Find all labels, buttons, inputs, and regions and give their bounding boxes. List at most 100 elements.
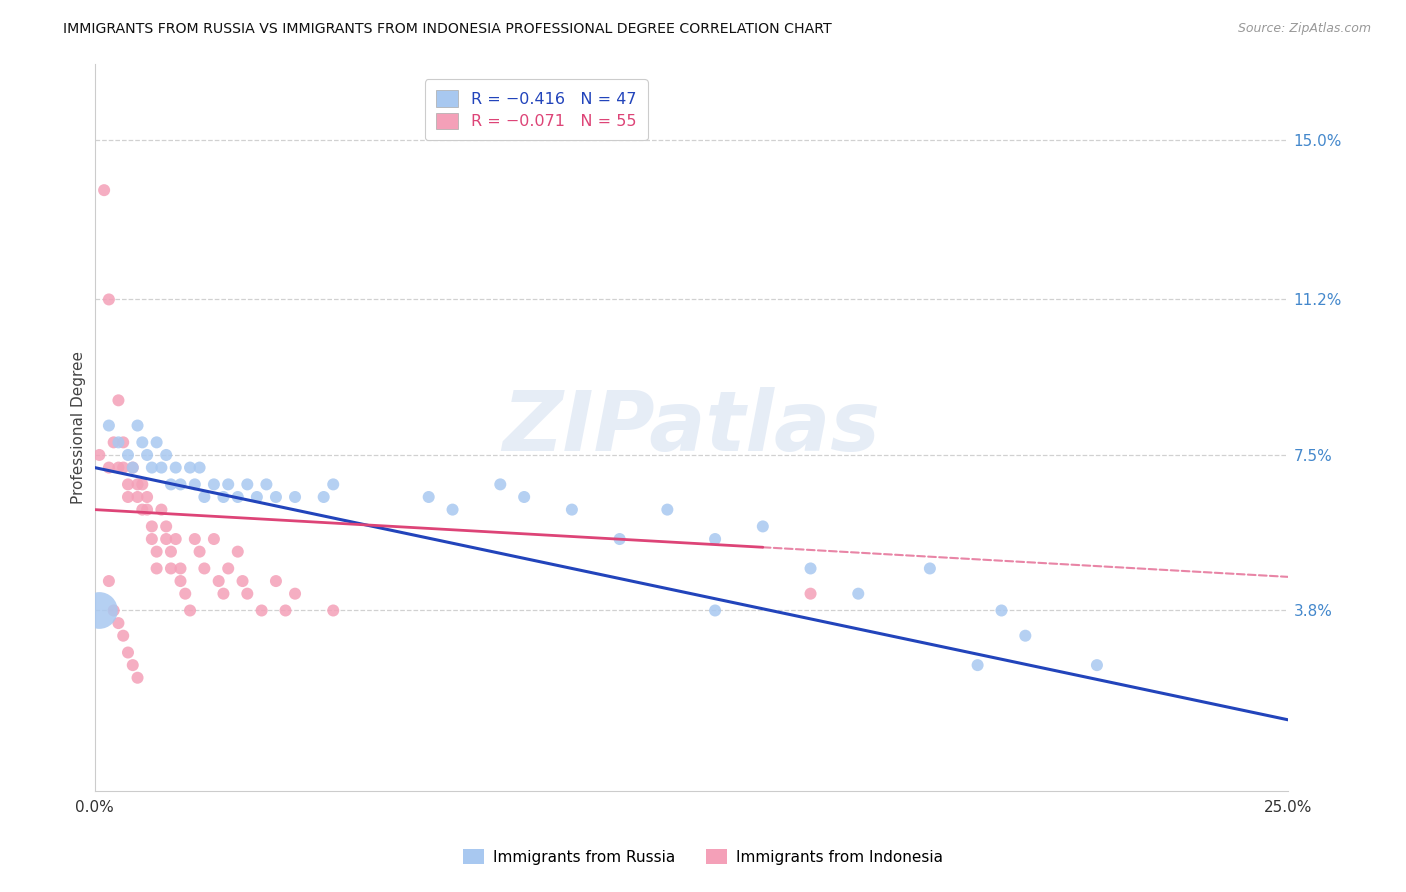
Point bbox=[236, 477, 259, 491]
Point bbox=[441, 502, 464, 516]
Point bbox=[208, 574, 231, 588]
Point bbox=[704, 532, 727, 546]
Point bbox=[97, 293, 120, 307]
Point bbox=[1014, 629, 1036, 643]
Point bbox=[136, 448, 159, 462]
Point bbox=[193, 490, 215, 504]
Point bbox=[990, 603, 1012, 617]
Point bbox=[107, 393, 129, 408]
Point bbox=[799, 587, 821, 601]
Point bbox=[657, 502, 679, 516]
Point bbox=[117, 477, 139, 491]
Point bbox=[179, 460, 201, 475]
Legend: Immigrants from Russia, Immigrants from Indonesia: Immigrants from Russia, Immigrants from … bbox=[457, 843, 949, 871]
Point bbox=[107, 616, 129, 631]
Point bbox=[284, 587, 307, 601]
Point bbox=[127, 671, 149, 685]
Point bbox=[513, 490, 536, 504]
Point bbox=[127, 477, 149, 491]
Point bbox=[174, 587, 197, 601]
Point bbox=[312, 490, 335, 504]
Point bbox=[155, 448, 177, 462]
Point bbox=[107, 435, 129, 450]
Point bbox=[131, 502, 153, 516]
Point bbox=[112, 629, 135, 643]
Point bbox=[165, 460, 187, 475]
Point bbox=[232, 574, 254, 588]
Point bbox=[117, 448, 139, 462]
Point bbox=[217, 561, 239, 575]
Point bbox=[141, 532, 163, 546]
Point bbox=[155, 532, 177, 546]
Point bbox=[418, 490, 440, 504]
Point bbox=[169, 561, 191, 575]
Point bbox=[184, 477, 207, 491]
Point bbox=[212, 490, 235, 504]
Point bbox=[160, 477, 183, 491]
Point bbox=[274, 603, 297, 617]
Point bbox=[246, 490, 269, 504]
Text: Source: ZipAtlas.com: Source: ZipAtlas.com bbox=[1237, 22, 1371, 36]
Point bbox=[704, 603, 727, 617]
Point bbox=[160, 544, 183, 558]
Point bbox=[89, 603, 111, 617]
Point bbox=[561, 502, 583, 516]
Point bbox=[212, 587, 235, 601]
Point bbox=[93, 183, 115, 197]
Point bbox=[846, 587, 869, 601]
Point bbox=[131, 435, 153, 450]
Point bbox=[89, 448, 111, 462]
Point bbox=[145, 435, 167, 450]
Point bbox=[609, 532, 631, 546]
Point bbox=[165, 532, 187, 546]
Point bbox=[117, 646, 139, 660]
Point bbox=[250, 603, 273, 617]
Point bbox=[193, 561, 215, 575]
Point bbox=[127, 490, 149, 504]
Point bbox=[322, 477, 344, 491]
Point bbox=[121, 460, 143, 475]
Point bbox=[217, 477, 239, 491]
Point bbox=[254, 477, 277, 491]
Point bbox=[97, 418, 120, 433]
Point bbox=[489, 477, 512, 491]
Point bbox=[121, 658, 143, 673]
Point bbox=[918, 561, 941, 575]
Point bbox=[155, 519, 177, 533]
Point bbox=[150, 460, 173, 475]
Point bbox=[160, 561, 183, 575]
Point bbox=[136, 502, 159, 516]
Point bbox=[184, 532, 207, 546]
Point bbox=[97, 574, 120, 588]
Point bbox=[188, 460, 211, 475]
Point bbox=[226, 490, 249, 504]
Text: ZIPatlas: ZIPatlas bbox=[502, 387, 880, 468]
Point bbox=[141, 460, 163, 475]
Legend: R = −0.416   N = 47, R = −0.071   N = 55: R = −0.416 N = 47, R = −0.071 N = 55 bbox=[425, 79, 648, 140]
Point bbox=[127, 418, 149, 433]
Point bbox=[145, 544, 167, 558]
Point bbox=[226, 544, 249, 558]
Point bbox=[97, 460, 120, 475]
Point bbox=[121, 460, 143, 475]
Point bbox=[752, 519, 775, 533]
Point bbox=[103, 435, 125, 450]
Point bbox=[169, 477, 191, 491]
Point bbox=[188, 544, 211, 558]
Point bbox=[141, 519, 163, 533]
Point bbox=[236, 587, 259, 601]
Point bbox=[112, 460, 135, 475]
Point bbox=[169, 574, 191, 588]
Point bbox=[103, 603, 125, 617]
Point bbox=[322, 603, 344, 617]
Point bbox=[107, 460, 129, 475]
Point bbox=[117, 490, 139, 504]
Point bbox=[966, 658, 988, 673]
Text: IMMIGRANTS FROM RUSSIA VS IMMIGRANTS FROM INDONESIA PROFESSIONAL DEGREE CORRELAT: IMMIGRANTS FROM RUSSIA VS IMMIGRANTS FRO… bbox=[63, 22, 832, 37]
Point bbox=[112, 435, 135, 450]
Point bbox=[264, 574, 287, 588]
Point bbox=[202, 477, 225, 491]
Point bbox=[1085, 658, 1108, 673]
Point bbox=[150, 502, 173, 516]
Point bbox=[179, 603, 201, 617]
